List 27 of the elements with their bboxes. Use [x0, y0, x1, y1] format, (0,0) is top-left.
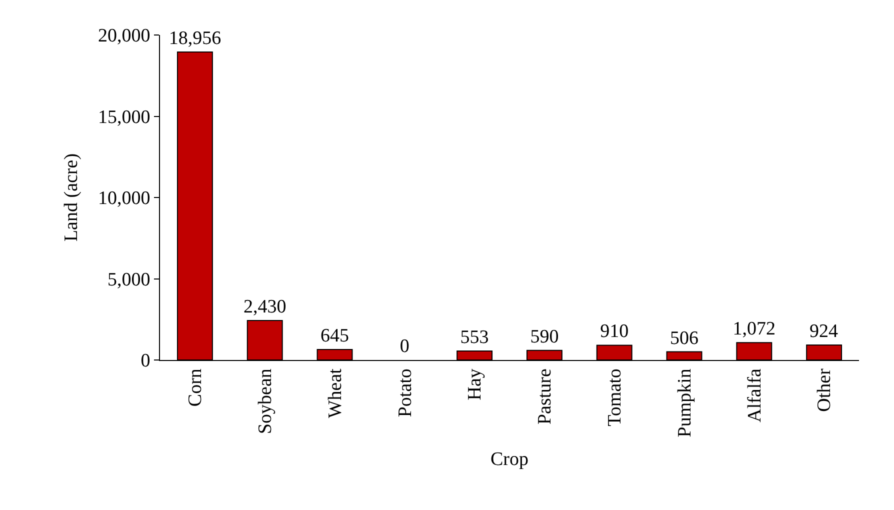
x-tick-label: Pasture [534, 368, 556, 425]
data-label: 18,956 [168, 28, 222, 49]
x-axis-title: Crop [490, 449, 528, 470]
x-tick-label: Pumpkin [674, 368, 696, 438]
x-tick-label: Tomato [604, 368, 626, 426]
data-label: 910 [600, 321, 629, 342]
data-label: 0 [400, 336, 410, 357]
x-tick-label: Hay [464, 368, 486, 400]
x-tick-label: Soybean [255, 368, 276, 434]
data-label: 590 [530, 326, 559, 348]
data-label: 924 [810, 320, 839, 342]
x-tick-label: Other [814, 368, 836, 412]
y-tick-label: 10,000 [98, 188, 150, 210]
y-tick-label: 15,000 [98, 106, 150, 128]
y-tick-label: 5,000 [107, 269, 150, 290]
y-tick-label: 0 [140, 350, 150, 372]
y-tick-label: 20,000 [98, 26, 150, 47]
y-axis-title: Land (acre) [60, 153, 82, 242]
x-tick-label: Corn [185, 368, 206, 407]
data-label: 553 [460, 327, 489, 348]
data-label: 645 [320, 326, 350, 347]
data-label: 1,072 [732, 318, 776, 340]
x-tick-label: Alfalfa [744, 368, 766, 422]
data-label: 506 [670, 328, 699, 349]
x-tick-label: Potato [394, 368, 416, 418]
data-label: 2,430 [243, 296, 286, 318]
x-tick-label: Wheat [324, 368, 346, 418]
